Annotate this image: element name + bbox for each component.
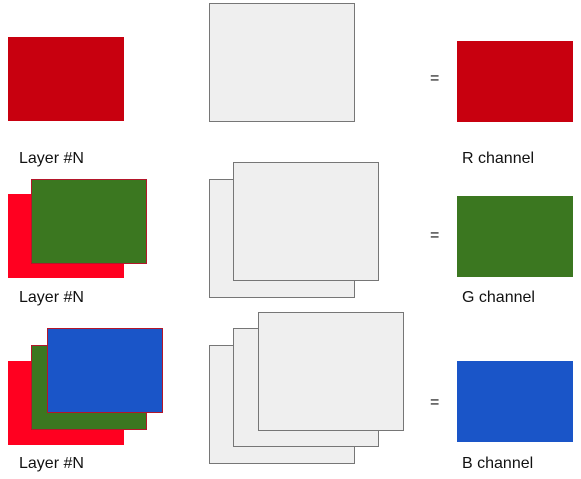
channel-label: B channel: [462, 455, 534, 472]
equals-sign: =: [430, 227, 440, 244]
equals-sign: =: [430, 394, 440, 411]
r-channel-result: [457, 41, 573, 122]
b-channel-result: [457, 361, 573, 442]
layer-label: Layer #N: [19, 455, 84, 472]
layer-label: Layer #N: [19, 150, 84, 167]
layer-label: Layer #N: [19, 289, 84, 306]
layer-blue: [47, 328, 163, 413]
sheet: [258, 312, 404, 431]
sheet: [209, 3, 355, 122]
equals-sign: =: [430, 70, 440, 87]
layer-green: [31, 179, 147, 264]
layer-red: [8, 37, 124, 121]
sheet: [233, 162, 379, 281]
channel-label: R channel: [462, 150, 535, 167]
g-channel-result: [457, 196, 573, 277]
channel-label: G channel: [462, 289, 535, 306]
